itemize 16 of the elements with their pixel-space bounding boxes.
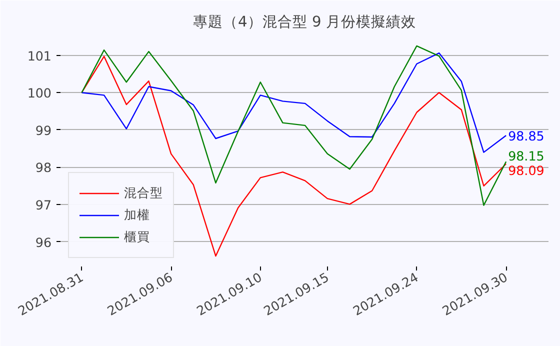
- data-label: 98.09: [508, 162, 544, 178]
- legend-label: 櫃買: [124, 228, 150, 246]
- y-tick-label: 101: [27, 48, 52, 64]
- y-tick-label: 100: [27, 86, 52, 101]
- line-series: [81, 45, 507, 206]
- line-series: [81, 56, 507, 257]
- y-tick-label: 98: [35, 160, 52, 176]
- y-tick-label: 97: [35, 198, 52, 213]
- legend-label: 混合型: [124, 184, 163, 202]
- data-label: 98.15: [508, 148, 544, 164]
- legend-label: 加權: [124, 206, 150, 224]
- line-series: [81, 52, 507, 153]
- y-tick-label: 99: [35, 122, 52, 138]
- data-label: 98.85: [508, 128, 544, 144]
- chart-title: 專題（4）混合型 9 月份模擬績效: [193, 14, 416, 30]
- y-tick-label: 96: [35, 234, 52, 250]
